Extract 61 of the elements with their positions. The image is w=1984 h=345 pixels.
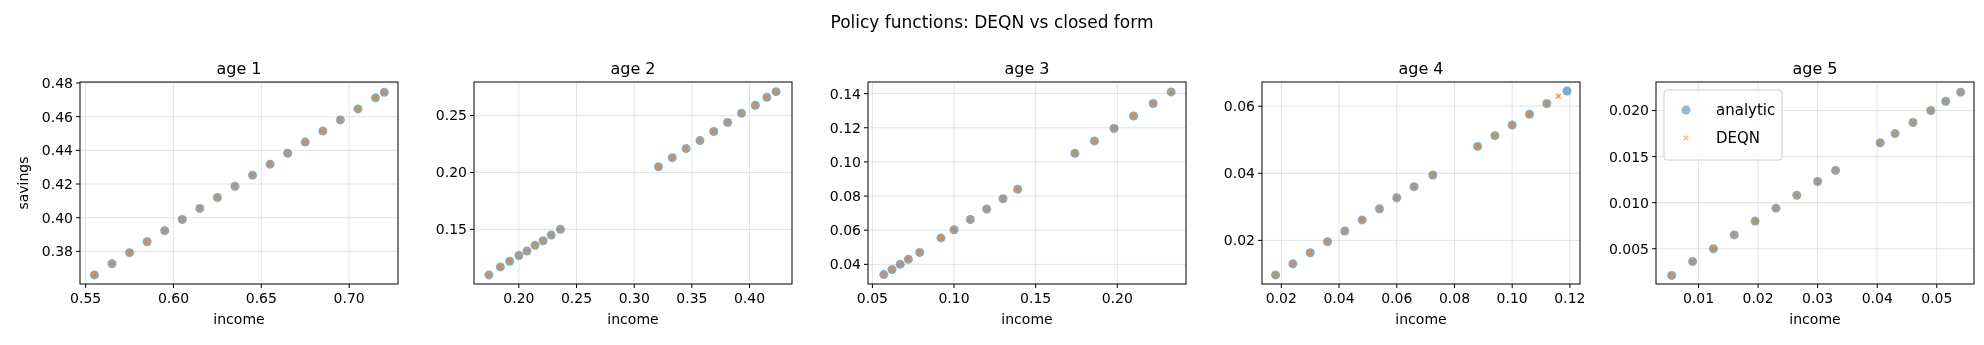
y-tick-label: 0.46 [41, 108, 74, 125]
x-tick-label: 0.40 [733, 290, 766, 306]
y-tick-label: 0.04 [829, 256, 862, 273]
chart-title: age 5 [1792, 59, 1838, 78]
y-tick-label: 0.42 [41, 175, 73, 192]
x-tick-label: 0.70 [333, 290, 365, 306]
x-tick-label: 0.25 [560, 290, 593, 306]
chart-title: age 3 [1004, 59, 1050, 78]
x-tick-label: 0.03 [1802, 290, 1834, 306]
x-axis-title: income [213, 311, 265, 327]
text: Policy functions: DEQN vs closed form [830, 12, 1154, 32]
x-tick-label: 0.04 [1323, 290, 1355, 306]
y-tick-label: 0.14 [829, 85, 862, 102]
y-tick-label: 0.38 [41, 243, 73, 260]
chart-title: age 1 [216, 59, 262, 78]
y-tick-label: 0.40 [41, 209, 73, 226]
y-tick-label: 0.44 [41, 142, 74, 159]
x-axis-title: income [607, 311, 659, 327]
x-tick-label: 0.04 [1861, 290, 1893, 306]
x-tick-label: 0.15 [1020, 290, 1052, 306]
point [1562, 86, 1572, 96]
x-tick-label: 0.20 [1101, 290, 1133, 306]
x-tick-label: 0.20 [503, 290, 535, 306]
x-tick-label: 0.10 [938, 290, 970, 306]
legend-label: DEQN [1716, 129, 1761, 148]
x-tick-label: 0.60 [157, 290, 190, 306]
y-tick-label: 0.20 [435, 164, 467, 181]
y-tick-label: 0.08 [829, 187, 861, 204]
chart-title: age 2 [610, 59, 656, 78]
y-tick-label: 0.25 [435, 107, 467, 124]
y-tick-label: 0.06 [1223, 98, 1256, 115]
x-axis-title: income [1001, 311, 1053, 327]
y-tick-label: 0.015 [1608, 148, 1649, 165]
y-axis-title: savings [15, 156, 31, 210]
y-tick-label: 0.15 [435, 221, 467, 238]
x-tick-label: 0.05 [1921, 290, 1953, 306]
x-tick-label: 0.01 [1682, 290, 1715, 306]
y-tick-label: 0.48 [41, 74, 73, 91]
x-axis-title: income [1395, 311, 1447, 327]
x-tick-label: 0.55 [70, 290, 102, 306]
x-tick-label: 0.65 [245, 290, 277, 306]
x-tick-label: 0.12 [1554, 290, 1586, 306]
y-tick-label: 0.010 [1608, 194, 1649, 211]
x-tick-label: 0.35 [676, 290, 708, 306]
x-tick-label: 0.10 [1496, 290, 1528, 306]
x-tick-label: 0.08 [1438, 290, 1471, 306]
x-tick-label: 0.02 [1265, 290, 1297, 306]
y-tick-label: 0.020 [1608, 102, 1649, 119]
x-axis-title: income [1789, 311, 1841, 327]
x-tick-label: 0.06 [1381, 290, 1413, 306]
y-tick-label: 0.005 [1608, 240, 1649, 257]
chart-title: age 4 [1398, 59, 1444, 78]
y-tick-label: 0.02 [1223, 232, 1255, 249]
x-tick-label: 0.02 [1742, 290, 1774, 306]
x-tick-label: 0.05 [856, 290, 888, 306]
y-tick-label: 0.06 [829, 222, 862, 239]
y-tick-label: 0.04 [1223, 165, 1256, 182]
x-tick-label: 0.30 [618, 290, 650, 306]
y-tick-label: 0.10 [829, 153, 861, 170]
y-tick-label: 0.12 [829, 119, 861, 136]
legend-label: analytic [1716, 101, 1776, 120]
